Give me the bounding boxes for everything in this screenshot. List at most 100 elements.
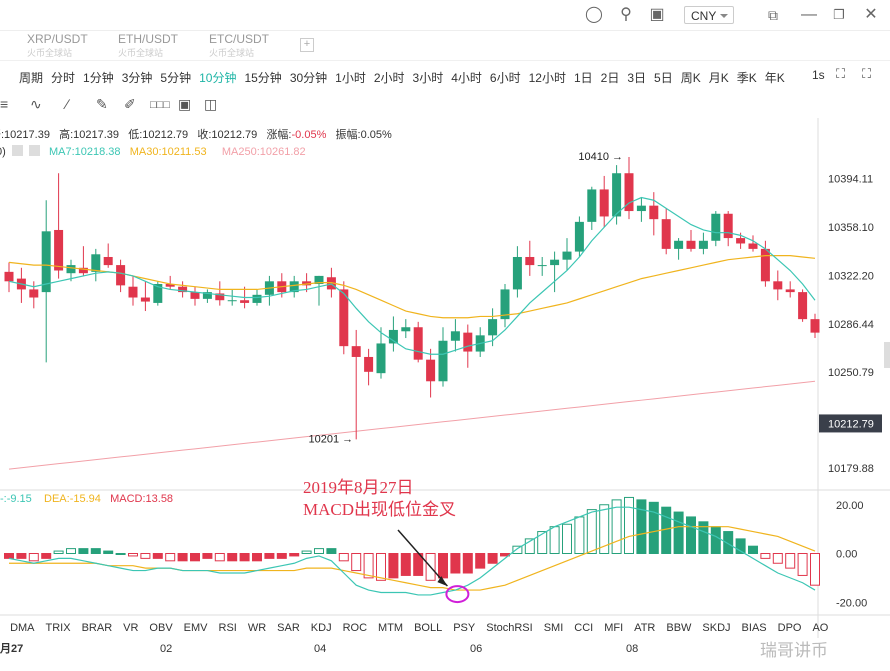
kline-chart[interactable]: 10410 → 10201 → 10394.11 10358.10 10322.20 1… xyxy=(0,118,890,671)
indicator-cci[interactable]: CCI xyxy=(574,622,594,634)
macd-bar xyxy=(524,538,535,554)
period-1[interactable]: 分时 xyxy=(51,71,76,85)
indicator-ao[interactable]: AO xyxy=(812,622,829,634)
period-15[interactable]: 2日 xyxy=(600,71,620,85)
indicator-bias[interactable]: BIAS xyxy=(741,622,767,634)
candle-body xyxy=(140,297,150,302)
scroll-handle[interactable] xyxy=(884,342,890,368)
settings-icon[interactable] xyxy=(28,145,40,156)
candle-body xyxy=(215,293,225,301)
indicator-psy[interactable]: PSY xyxy=(453,622,476,634)
market-tab-etc[interactable]: ETC/USDT 火币全球站 xyxy=(209,32,269,59)
indicator-mfi[interactable]: MFI xyxy=(604,622,624,634)
line-tool-icon[interactable]: ∕ xyxy=(66,96,69,112)
indicator-wr[interactable]: WR xyxy=(247,622,267,634)
period-12[interactable]: 6小时 xyxy=(489,71,521,85)
speed-label[interactable]: 1s xyxy=(812,68,825,82)
indicator-atr[interactable]: ATR xyxy=(634,622,656,634)
popout-icon[interactable]: ⧉ xyxy=(768,7,778,23)
fullscreen-icon[interactable]: ⛶ xyxy=(862,66,872,81)
period-3[interactable]: 3分钟 xyxy=(121,71,153,85)
indicator-boll[interactable]: BOLL xyxy=(414,622,443,634)
indicator-stochrsi[interactable]: StochRSI xyxy=(486,622,533,634)
bell-icon[interactable]: ◯ xyxy=(585,6,603,23)
add-market-icon[interactable]: + xyxy=(300,38,314,52)
indicator-vr[interactable]: VR xyxy=(123,622,139,634)
indicator-kdj[interactable]: KDJ xyxy=(310,622,332,634)
menu-icon[interactable]: ≡ xyxy=(0,96,9,112)
period-13[interactable]: 12小时 xyxy=(528,71,566,85)
indicator-brar[interactable]: BRAR xyxy=(81,622,113,634)
macd-bar xyxy=(512,545,523,554)
low-marker: 10201 → xyxy=(309,433,354,445)
candle-body xyxy=(562,251,572,260)
macd-bar xyxy=(363,553,374,579)
candle xyxy=(376,327,386,379)
tshirt-icon[interactable]: ▣ xyxy=(649,6,665,23)
candle xyxy=(798,289,808,322)
period-5[interactable]: 10分钟 xyxy=(199,71,237,85)
watermark: 瑞哥讲币 xyxy=(760,641,828,660)
period-11[interactable]: 4小时 xyxy=(451,71,482,85)
period-17[interactable]: 5日 xyxy=(654,71,673,85)
macd-bar xyxy=(475,553,486,569)
period-2[interactable]: 1分钟 xyxy=(83,71,114,85)
candle-body xyxy=(636,205,646,212)
lock-icon[interactable]: ▣ xyxy=(178,96,192,112)
indicator-dma[interactable]: DMA xyxy=(10,622,35,634)
market-tab-eth[interactable]: ETH/USDT 火币全球站 xyxy=(118,32,178,59)
macd-bar xyxy=(710,526,721,554)
period-4[interactable]: 5分钟 xyxy=(160,71,192,85)
trash-icon[interactable]: ◫ xyxy=(204,96,218,112)
period-9[interactable]: 2小时 xyxy=(373,71,405,85)
candle-body xyxy=(488,319,498,336)
period-20[interactable]: 季K xyxy=(736,71,757,85)
currency-label: CNY xyxy=(691,9,717,23)
candle-body xyxy=(450,331,460,341)
candle-body xyxy=(624,173,634,212)
price-tick: 10179.88 xyxy=(828,463,874,475)
indicator-smi[interactable]: SMI xyxy=(543,622,564,634)
indicator-bbw[interactable]: BBW xyxy=(666,622,692,634)
period-0[interactable]: 周期 xyxy=(19,71,44,85)
brush-icon[interactable]: ✐ xyxy=(124,96,136,112)
ohlc-line: 开:10217.39 高:10217.39 低:10212.79 收:10212… xyxy=(0,126,392,142)
indicator-roc[interactable]: ROC xyxy=(342,622,368,634)
indicator-trix[interactable]: TRIX xyxy=(45,622,71,634)
candle xyxy=(165,275,175,290)
indicator-bar: IDMATRIXBRARVROBVEMVRSIWRSARKDJROCMTMBOL… xyxy=(0,620,828,638)
dif-value: -:-9.15 xyxy=(0,493,32,505)
period-7[interactable]: 30分钟 xyxy=(289,71,328,85)
indicator-dpo[interactable]: DPO xyxy=(777,622,802,634)
period-16[interactable]: 3日 xyxy=(627,71,647,85)
macd-bar xyxy=(562,523,572,554)
period-6[interactable]: 15分钟 xyxy=(244,71,282,85)
candle-body xyxy=(748,243,758,249)
expand-icon[interactable]: ⛶ xyxy=(836,66,846,81)
measure-icon[interactable]: □□□ xyxy=(150,99,170,111)
search-icon[interactable]: ⚲ xyxy=(620,6,632,23)
candle-body xyxy=(512,256,522,290)
candle-body xyxy=(723,213,733,239)
indicator-sar[interactable]: SAR xyxy=(277,622,300,634)
trend-tool-icon[interactable]: ∿ xyxy=(30,96,42,112)
period-19[interactable]: 月K xyxy=(708,71,729,85)
period-14[interactable]: 1日 xyxy=(573,71,593,85)
period-18[interactable]: 周K xyxy=(680,71,701,85)
market-tab-xrp[interactable]: XRP/USDT 火币全球站 xyxy=(27,32,88,59)
indicator-emv[interactable]: EMV xyxy=(183,622,208,634)
close-icon[interactable]: ✕ xyxy=(864,6,878,23)
period-8[interactable]: 1小时 xyxy=(335,71,366,85)
eye-icon[interactable] xyxy=(11,145,23,156)
minimize-icon[interactable]: — xyxy=(801,6,817,23)
restore-icon[interactable]: ❐ xyxy=(833,7,845,22)
candle xyxy=(649,192,659,236)
indicator-obv[interactable]: OBV xyxy=(149,622,173,634)
indicator-mtm[interactable]: MTM xyxy=(378,622,404,634)
period-21[interactable]: 年K xyxy=(764,71,785,85)
pen-icon[interactable]: ✎ xyxy=(96,96,108,112)
period-10[interactable]: 3小时 xyxy=(412,71,444,85)
indicator-rsi[interactable]: RSI xyxy=(218,622,237,634)
currency-select[interactable]: CNY xyxy=(684,6,734,24)
indicator-skdj[interactable]: SKDJ xyxy=(702,622,731,634)
